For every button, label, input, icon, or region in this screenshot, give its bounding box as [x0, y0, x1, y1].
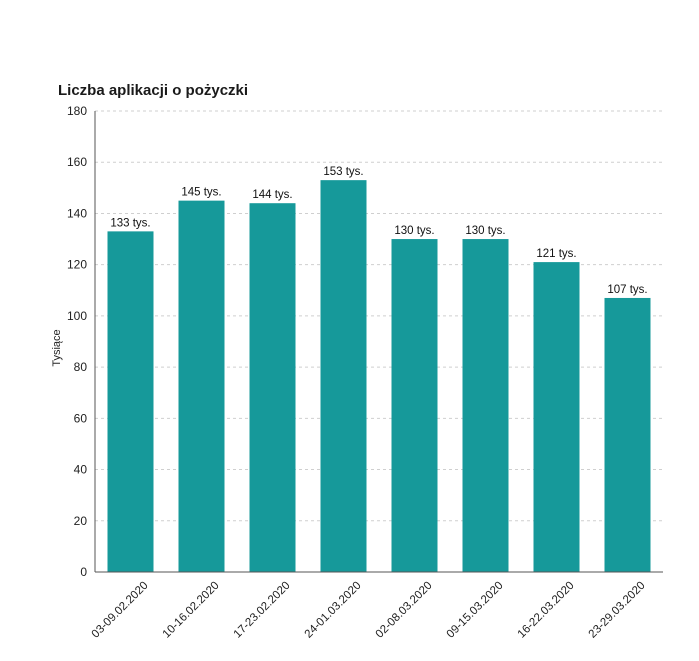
bar	[107, 231, 154, 572]
gridlines	[95, 110, 663, 522]
bar-data-label: 145 tys.	[181, 187, 221, 199]
chart-title: Liczba aplikacji o pożyczki	[58, 82, 248, 99]
x-tick-label: 24-01.03.2020	[303, 580, 364, 641]
y-tick-label: 160	[67, 155, 87, 169]
x-tick-label: 23-29.03.2020	[587, 580, 648, 641]
y-tick-label: 180	[67, 104, 87, 118]
y-tick-label: 40	[74, 463, 88, 477]
bar-data-label: 133 tys.	[110, 217, 150, 229]
y-axis-ticks: 0 20 40 60 80 100 120 140 160 180	[67, 104, 87, 579]
y-tick-label: 120	[67, 258, 87, 272]
y-tick-label: 0	[80, 565, 87, 579]
x-tick-label: 10-16.02.2020	[161, 580, 222, 641]
x-tick-label: 17-23.02.2020	[232, 580, 293, 641]
bar-data-label: 144 tys.	[252, 189, 292, 201]
bar	[391, 239, 438, 573]
x-tick-label: 16-22.03.2020	[516, 580, 577, 641]
y-tick-label: 80	[74, 360, 88, 374]
y-tick-label: 20	[74, 514, 88, 528]
x-tick-label: 03-09.02.2020	[90, 580, 151, 641]
bar-data-label: 130 tys.	[394, 225, 434, 237]
y-tick-label: 60	[74, 411, 88, 425]
bar	[178, 200, 225, 572]
y-axis-title: Tysiące	[51, 329, 63, 366]
bar-data-label: 107 tys.	[607, 284, 647, 296]
x-axis-ticks: 03-09.02.2020 10-16.02.2020 17-23.02.2020 2…	[90, 580, 648, 641]
bar-data-label: 130 tys.	[465, 225, 505, 237]
bar-data-label: 121 tys.	[536, 248, 576, 260]
bar	[320, 180, 367, 572]
bar	[533, 262, 580, 572]
data-labels: 133 tys. 145 tys. 144 tys. 153 tys. 130 tys.…	[110, 166, 647, 296]
bar-data-label: 153 tys.	[323, 166, 363, 178]
bar	[604, 297, 651, 572]
x-tick-label: 09-15.03.2020	[445, 580, 506, 641]
y-tick-label: 100	[67, 309, 87, 323]
bar	[462, 239, 509, 573]
y-tick-label: 140	[67, 206, 87, 220]
bars	[107, 180, 651, 573]
x-tick-label: 02-08.03.2020	[374, 580, 435, 641]
bar	[249, 203, 296, 572]
